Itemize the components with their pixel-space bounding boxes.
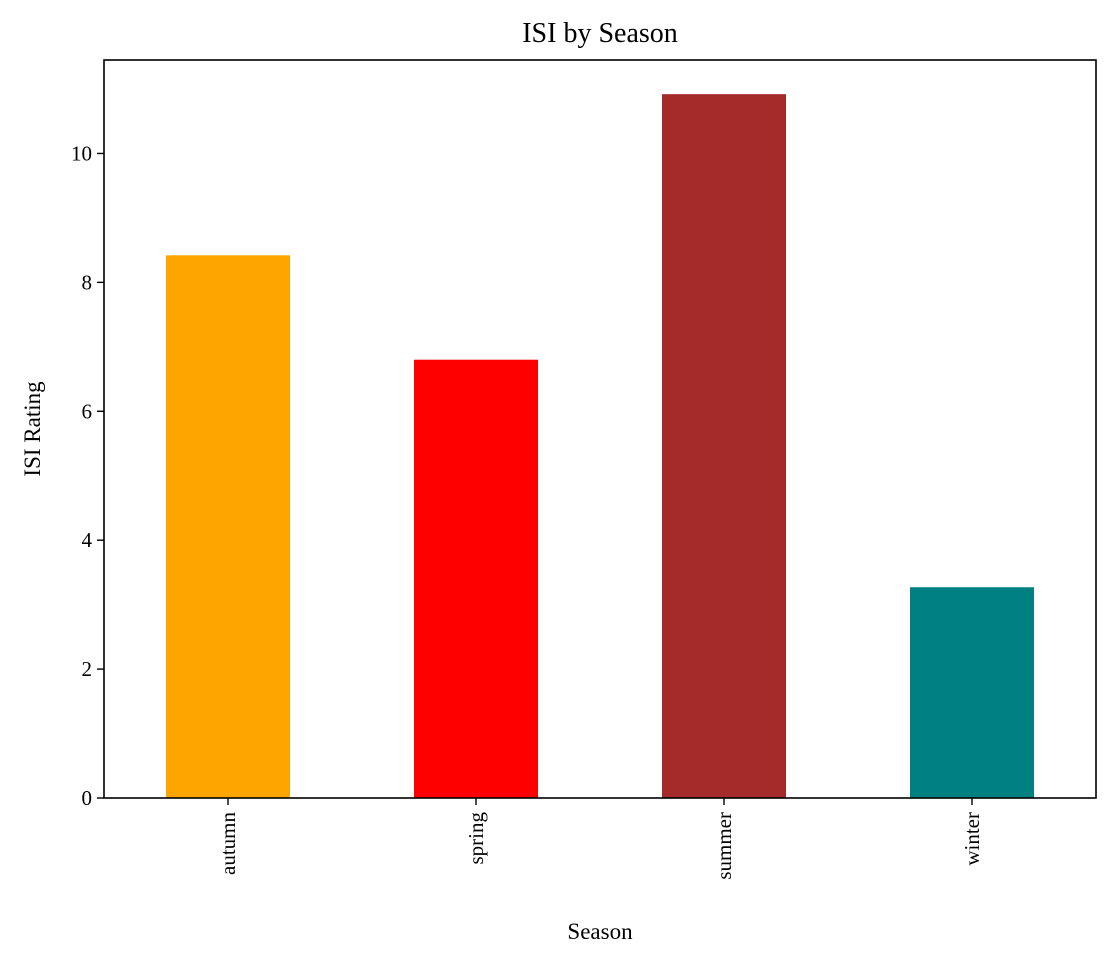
bar-autumn bbox=[166, 255, 290, 798]
bar-summer bbox=[662, 94, 786, 798]
y-tick-label-8: 8 bbox=[82, 270, 93, 294]
x-axis: autumn spring summer winter bbox=[216, 798, 984, 880]
y-tick-label-4: 4 bbox=[82, 528, 93, 552]
y-tick-label-10: 10 bbox=[71, 141, 92, 165]
bars-group bbox=[166, 94, 1034, 798]
y-axis: 0 2 4 6 8 10 bbox=[71, 141, 104, 810]
y-axis-label: ISI Rating bbox=[20, 381, 45, 477]
x-tick-label-autumn: autumn bbox=[216, 812, 240, 875]
x-tick-label-spring: spring bbox=[464, 812, 488, 865]
bar-spring bbox=[414, 359, 538, 798]
plot-frame bbox=[103, 59, 1097, 799]
chart-title: ISI by Season bbox=[522, 18, 678, 49]
y-tick-label-6: 6 bbox=[82, 399, 93, 423]
x-tick-label-winter: winter bbox=[960, 812, 984, 866]
x-axis-label: Season bbox=[567, 919, 633, 944]
x-tick-label-summer: summer bbox=[712, 812, 736, 880]
bar-winter bbox=[910, 587, 1034, 798]
y-tick-label-0: 0 bbox=[82, 786, 93, 810]
y-tick-label-2: 2 bbox=[82, 657, 93, 681]
